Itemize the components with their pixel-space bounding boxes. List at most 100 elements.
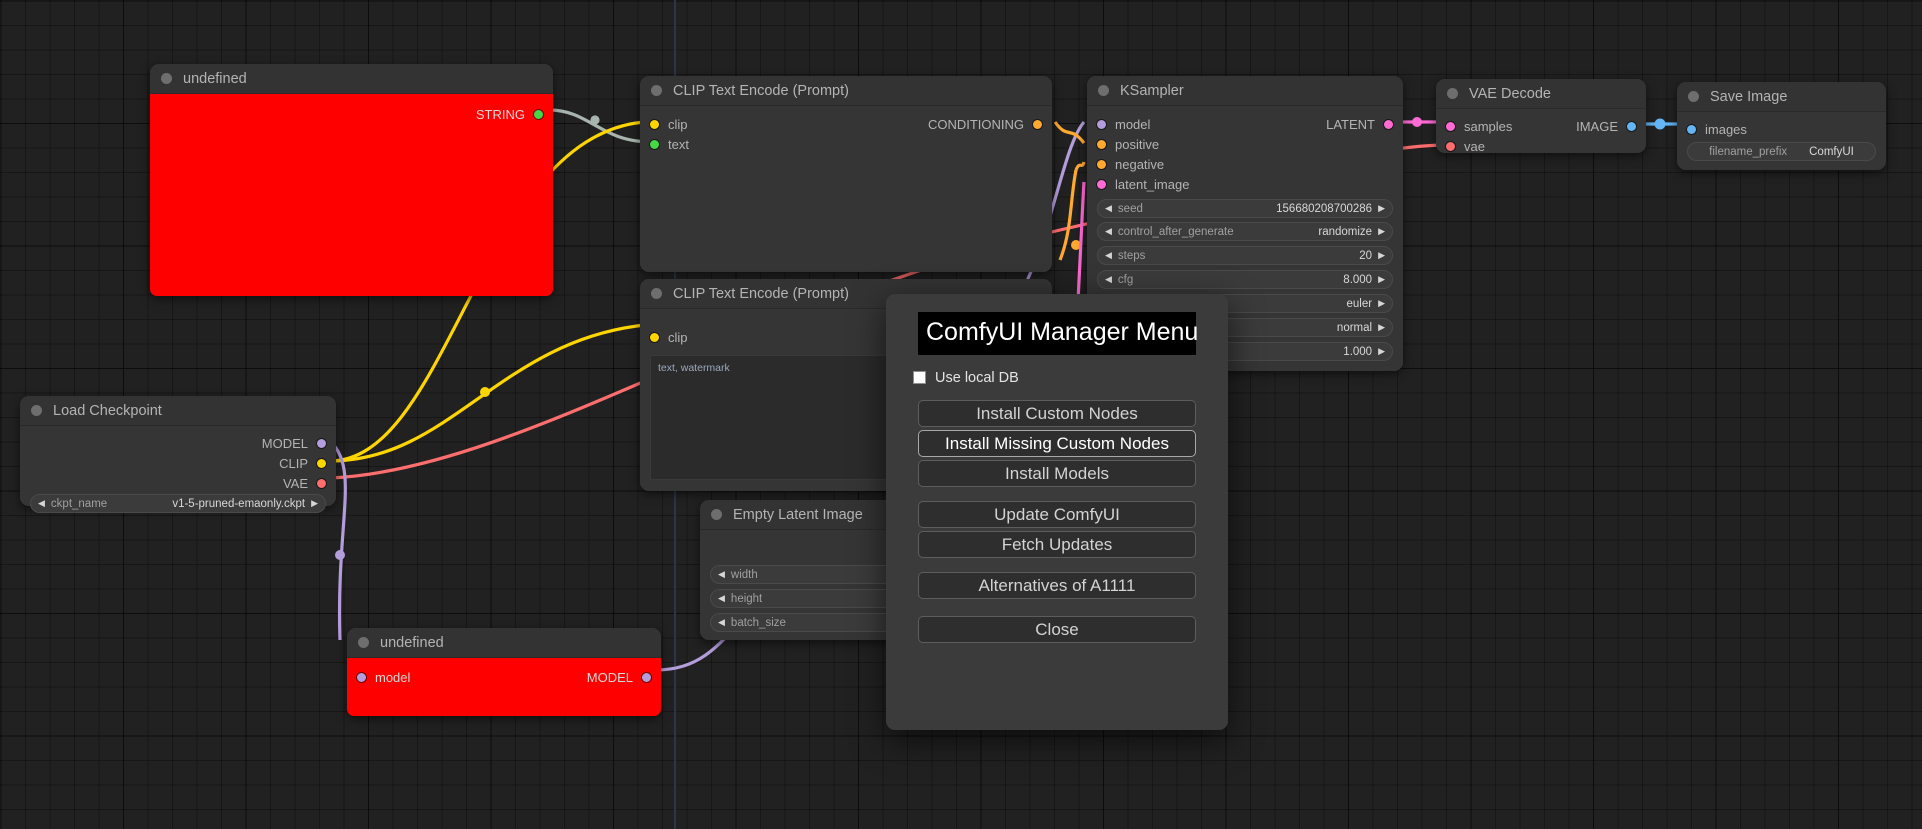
output-dot-model-icon[interactable] — [317, 438, 326, 448]
widget-decrement-icon[interactable]: ◀ — [1105, 274, 1112, 284]
output-slot-model[interactable]: MODEL — [587, 669, 651, 685]
widget-decrement-icon[interactable]: ◀ — [1105, 203, 1112, 213]
widget-value-seed[interactable]: 156680208700286 — [1276, 202, 1373, 215]
node-clip-text-encode-positive[interactable]: CLIP Text Encode (Prompt) clip text COND… — [640, 76, 1052, 272]
widget-value-cfg[interactable]: 8.000 — [1343, 273, 1373, 286]
output-dot-image-icon[interactable] — [1627, 121, 1636, 131]
collapse-dot-icon[interactable] — [651, 288, 662, 299]
input-dot-clip-icon[interactable] — [650, 332, 659, 342]
widget-width[interactable]: ◀ width — [710, 565, 905, 584]
widget-ckpt-name[interactable]: ◀ ckpt_name v1-5-pruned-emaonly.ckpt ▶ — [30, 494, 326, 513]
input-dot-images-icon[interactable] — [1687, 124, 1696, 134]
input-dot-samples-icon[interactable] — [1446, 121, 1455, 131]
update-comfyui-button[interactable]: Update ComfyUI — [918, 500, 1196, 528]
widget-increment-icon[interactable]: ▶ — [1378, 203, 1385, 213]
output-slot-conditioning[interactable]: CONDITIONING — [928, 116, 1042, 132]
node-undefined-model[interactable]: undefined model MODEL — [347, 628, 661, 716]
node-title-bar[interactable]: Save Image — [1677, 82, 1886, 112]
install-custom-nodes-button[interactable]: Install Custom Nodes — [918, 399, 1196, 427]
widget-decrement-icon[interactable]: ◀ — [718, 617, 725, 627]
use-local-db-checkbox[interactable] — [913, 371, 926, 384]
collapse-dot-icon[interactable] — [1688, 91, 1699, 102]
input-slot-text[interactable]: text — [650, 136, 689, 152]
collapse-dot-icon[interactable] — [651, 85, 662, 96]
node-title-bar[interactable]: Load Checkpoint — [20, 396, 336, 426]
widget-value-ckpt-name[interactable]: v1-5-pruned-emaonly.ckpt — [172, 497, 306, 510]
comfyui-manager-menu-dialog[interactable]: ComfyUI Manager Menu Use local DB Instal… — [886, 294, 1228, 730]
input-dot-negative-icon[interactable] — [1097, 159, 1106, 169]
output-dot-latent-icon[interactable] — [1384, 119, 1393, 129]
input-dot-model-icon[interactable] — [357, 672, 366, 682]
widget-decrement-icon[interactable]: ◀ — [1105, 250, 1112, 260]
fetch-updates-button[interactable]: Fetch Updates — [918, 530, 1196, 558]
alternatives-of-a1111-button[interactable]: Alternatives of A1111 — [918, 571, 1196, 599]
collapse-dot-icon[interactable] — [161, 73, 172, 84]
input-slot-negative[interactable]: negative — [1097, 156, 1164, 172]
install-missing-custom-nodes-button[interactable]: Install Missing Custom Nodes — [918, 429, 1196, 457]
output-dot-model-icon[interactable] — [642, 672, 651, 682]
widget-decrement-icon[interactable]: ◀ — [718, 569, 725, 579]
widget-value-control-after-generate[interactable]: randomize — [1318, 225, 1373, 238]
output-dot-clip-icon[interactable] — [317, 458, 326, 468]
node-title-bar[interactable]: Empty Latent Image — [700, 500, 915, 530]
input-slot-latent-image[interactable]: latent_image — [1097, 176, 1189, 192]
collapse-dot-icon[interactable] — [1447, 88, 1458, 99]
widget-batch-size[interactable]: ◀ batch_size — [710, 613, 905, 632]
negative-prompt-textarea[interactable]: text, watermark — [650, 355, 895, 480]
input-slot-model[interactable]: model — [1097, 116, 1150, 132]
close-button[interactable]: Close — [918, 615, 1196, 643]
widget-seed[interactable]: ◀ seed 156680208700286 ▶ — [1097, 199, 1393, 218]
widget-increment-icon[interactable]: ▶ — [1378, 274, 1385, 284]
install-models-button[interactable]: Install Models — [918, 459, 1196, 487]
widget-steps[interactable]: ◀ steps 20 ▶ — [1097, 246, 1393, 265]
output-slot-latent[interactable]: LATENT — [1326, 116, 1393, 132]
node-title-bar[interactable]: undefined — [347, 628, 661, 658]
input-dot-positive-icon[interactable] — [1097, 139, 1106, 149]
output-slot-model[interactable]: MODEL — [262, 435, 326, 451]
collapse-dot-icon[interactable] — [711, 509, 722, 520]
node-title-bar[interactable]: CLIP Text Encode (Prompt) — [640, 76, 1052, 106]
widget-increment-icon[interactable]: ▶ — [1378, 346, 1385, 356]
widget-decrement-icon[interactable]: ◀ — [1105, 226, 1112, 236]
widget-filename-prefix[interactable]: filename_prefix ComfyUI — [1687, 142, 1876, 161]
widget-value-steps[interactable]: 20 — [1359, 249, 1373, 262]
collapse-dot-icon[interactable] — [358, 637, 369, 648]
input-slot-samples[interactable]: samples — [1446, 118, 1512, 134]
widget-decrement-icon[interactable]: ◀ — [38, 498, 45, 508]
widget-increment-icon[interactable]: ▶ — [1378, 250, 1385, 260]
input-slot-clip[interactable]: clip — [650, 329, 688, 345]
output-slot-vae[interactable]: VAE — [283, 475, 326, 491]
node-title-bar[interactable]: KSampler — [1087, 76, 1403, 106]
input-slot-vae[interactable]: vae — [1446, 138, 1485, 154]
output-slot-clip[interactable]: CLIP — [279, 455, 326, 471]
node-undefined-string[interactable]: undefined STRING — [150, 64, 553, 296]
input-dot-clip-icon[interactable] — [650, 119, 659, 129]
node-title-bar[interactable]: VAE Decode — [1436, 79, 1646, 109]
widget-value-sampler-name[interactable]: euler — [1346, 297, 1373, 310]
output-dot-conditioning-icon[interactable] — [1033, 119, 1042, 129]
widget-cfg[interactable]: ◀ cfg 8.000 ▶ — [1097, 270, 1393, 289]
collapse-dot-icon[interactable] — [31, 405, 42, 416]
input-slot-model[interactable]: model — [357, 669, 410, 685]
widget-decrement-icon[interactable]: ◀ — [718, 593, 725, 603]
node-vae-decode[interactable]: VAE Decode samples vae IMAGE — [1436, 79, 1646, 154]
input-slot-positive[interactable]: positive — [1097, 136, 1159, 152]
input-dot-text-icon[interactable] — [650, 139, 659, 149]
output-slot-image[interactable]: IMAGE — [1576, 118, 1636, 134]
output-dot-vae-icon[interactable] — [317, 478, 326, 488]
output-slot-string[interactable]: STRING — [476, 106, 543, 122]
widget-increment-icon[interactable]: ▶ — [311, 498, 318, 508]
widget-value-scheduler[interactable]: normal — [1336, 321, 1373, 334]
collapse-dot-icon[interactable] — [1098, 85, 1109, 96]
widget-increment-icon[interactable]: ▶ — [1378, 298, 1385, 308]
widget-increment-icon[interactable]: ▶ — [1378, 226, 1385, 236]
node-empty-latent-image[interactable]: Empty Latent Image ◀ width ◀ height ◀ ba… — [700, 500, 915, 640]
widget-value-filename-prefix[interactable]: ComfyUI — [1809, 145, 1854, 158]
input-slot-images[interactable]: images — [1687, 121, 1747, 137]
widget-height[interactable]: ◀ height — [710, 589, 905, 608]
input-dot-vae-icon[interactable] — [1446, 141, 1455, 151]
node-title-bar[interactable]: undefined — [150, 64, 553, 94]
widget-increment-icon[interactable]: ▶ — [1378, 322, 1385, 332]
node-save-image[interactable]: Save Image images filename_prefix ComfyU… — [1677, 82, 1886, 170]
